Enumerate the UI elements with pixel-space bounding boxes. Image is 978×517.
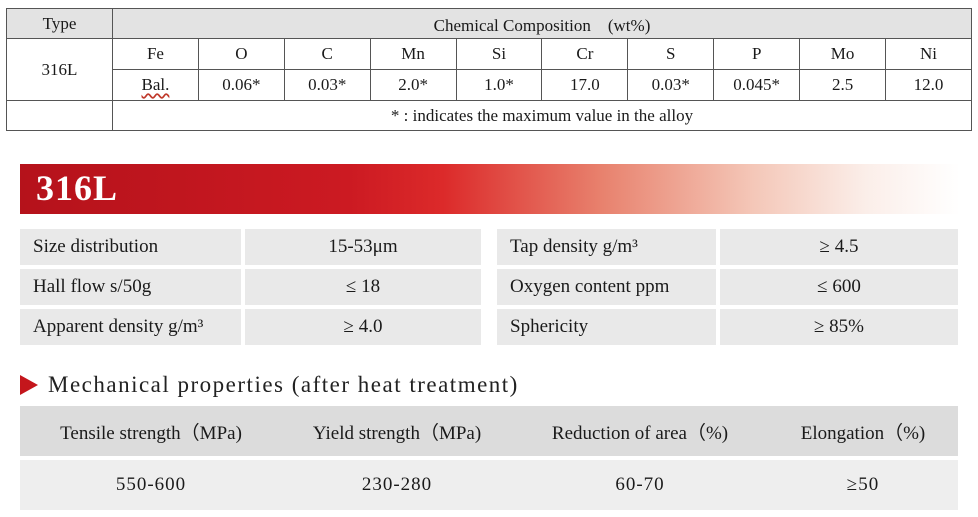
mechanical-header-row: Tensile strength（MPa) Yield strength（MPa… — [20, 406, 958, 456]
mechanical-section-title: Mechanical properties (after heat treatm… — [48, 372, 519, 397]
property-value: ≥ 4.5 — [720, 229, 958, 265]
element-name: Cr — [541, 38, 629, 70]
element-name: Mn — [369, 38, 457, 70]
type-header: Type — [6, 8, 113, 39]
property-label: Tap density g/m³ — [497, 229, 716, 265]
type-value: 316L — [6, 38, 113, 101]
element-name: Ni — [885, 38, 972, 70]
element-value: 0.03* — [283, 69, 371, 101]
property-value: ≤ 18 — [245, 269, 481, 305]
property-label: Hall flow s/50g — [20, 269, 241, 305]
note-spacer — [6, 100, 113, 131]
property-value: 15-53μm — [245, 229, 481, 265]
value-row: Bal. 0.06* 0.03* 2.0* 1.0* 17.0 0.03* 0.… — [7, 69, 972, 101]
balance-value: Bal. — [141, 75, 170, 94]
element-name: S — [627, 38, 715, 70]
property-label: Size distribution — [20, 229, 241, 265]
element-name: C — [283, 38, 371, 70]
element-row: 316L Fe O C Mn Si Cr S P Mo Ni — [6, 38, 972, 101]
triangle-right-icon — [20, 375, 38, 395]
property-value: ≤ 600 — [720, 269, 958, 305]
composition-note: * : indicates the maximum value in the a… — [112, 100, 972, 131]
element-value: 1.0* — [455, 69, 543, 101]
element-name: Mo — [799, 38, 887, 70]
composition-header-row: Type Chemical Composition (wt%) — [6, 8, 972, 39]
element-name: O — [197, 38, 285, 70]
property-label: Apparent density g/m³ — [20, 309, 241, 345]
mechanical-value: ≥50 — [846, 474, 880, 495]
mechanical-value: 230-280 — [361, 474, 433, 495]
note-row: * : indicates the maximum value in the a… — [6, 100, 972, 131]
element-name: Si — [455, 38, 543, 70]
element-name: Fe — [112, 38, 199, 70]
composition-table: Type Chemical Composition (wt%) 316L Fe … — [6, 8, 972, 131]
property-label: Oxygen content ppm — [497, 269, 716, 305]
element-value: 2.0* — [369, 69, 457, 101]
element-value: 17.0 — [541, 69, 629, 101]
property-label: Sphericity — [497, 309, 716, 345]
grade-banner: 316L — [20, 164, 960, 214]
element-value: Bal. — [112, 69, 199, 101]
mechanical-value: 60-70 — [615, 474, 665, 495]
mechanical-header: Tensile strength（MPa) — [60, 422, 242, 444]
element-name: P — [713, 38, 801, 70]
mechanical-value: 550-600 — [115, 474, 187, 495]
element-value: 2.5 — [799, 69, 887, 101]
element-value: 0.06* — [197, 69, 285, 101]
element-value: 0.03* — [627, 69, 715, 101]
property-value: ≥ 85% — [720, 309, 958, 345]
mechanical-header: Elongation（%) — [800, 422, 926, 444]
property-value: ≥ 4.0 — [245, 309, 481, 345]
mechanical-header: Reduction of area（%) — [551, 422, 729, 444]
banner-title: 316L — [36, 168, 119, 208]
mechanical-header: Yield strength（MPa) — [312, 422, 482, 444]
element-value: 0.045* — [713, 69, 801, 101]
mechanical-section-heading: Mechanical properties (after heat treatm… — [20, 370, 519, 400]
element-value: 12.0 — [885, 69, 972, 101]
composition-title: Chemical Composition (wt%) — [112, 8, 972, 39]
mechanical-value-row: 550-600 230-280 60-70 ≥50 — [20, 460, 958, 510]
